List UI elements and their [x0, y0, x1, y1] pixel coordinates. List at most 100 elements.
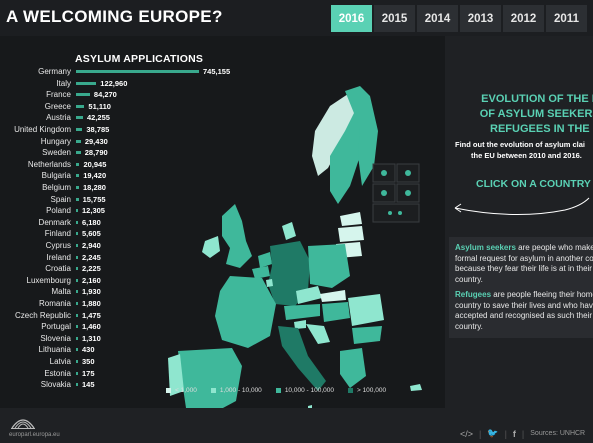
map-region-poland[interactable]: [308, 244, 350, 288]
map-region-hungary[interactable]: [322, 302, 350, 322]
bar-row[interactable]: Luxembourg 2,160: [0, 276, 445, 286]
bar-row[interactable]: United Kingdom 38,785: [0, 125, 445, 135]
european-parliament-logo: [11, 419, 35, 429]
bar: [76, 116, 83, 120]
bar-row[interactable]: Croatia 2,225: [0, 264, 445, 274]
tab-year-2016[interactable]: 2016: [331, 5, 372, 32]
bar-row[interactable]: Slovakia 145: [0, 380, 445, 390]
map-region-portugal[interactable]: [168, 354, 184, 396]
bar-value-label: 12,305: [82, 206, 105, 216]
bar-row[interactable]: Netherlands 20,945: [0, 160, 445, 170]
bar: [76, 313, 78, 317]
tab-year-2015[interactable]: 2015: [374, 5, 415, 32]
bar-country-label: Denmark: [38, 217, 71, 227]
map-region-estonia[interactable]: [340, 212, 362, 226]
bar-value-label: 2,940: [82, 241, 101, 250]
map-region-croatia[interactable]: [306, 324, 330, 344]
bar-country-label: Lithuania: [38, 345, 71, 355]
tab-year-2011[interactable]: 2011: [546, 5, 587, 32]
map-region-norway[interactable]: [312, 94, 358, 176]
map-region-italy[interactable]: [278, 326, 326, 391]
bar-row[interactable]: Hungary 29,430: [0, 137, 445, 147]
map-region-sweden[interactable]: [330, 111, 362, 204]
page-title: A WELCOMING EUROPE?: [6, 7, 223, 26]
map-region-slovenia[interactable]: [294, 320, 306, 329]
bar-row[interactable]: Ireland 2,245: [0, 253, 445, 263]
map-region-denmark[interactable]: [282, 222, 296, 240]
facebook-icon[interactable]: f: [512, 428, 516, 439]
bar: [76, 325, 78, 329]
bar-row[interactable]: Cyprus 2,940: [0, 241, 445, 251]
bar: [76, 128, 83, 131]
map-region-slovakia[interactable]: [320, 290, 346, 302]
map-region-ireland[interactable]: [202, 236, 220, 258]
tab-year-2013[interactable]: 2013: [460, 5, 501, 32]
bar-country-label: United Kingdom: [14, 125, 71, 134]
map-region-romania[interactable]: [348, 294, 384, 326]
legend-label: < 1,000: [175, 387, 197, 394]
header: A WELCOMING EUROPE? 2016 2015 2014 2013 …: [0, 0, 593, 36]
bar-row[interactable]: Germany 745,155: [0, 67, 445, 77]
bar-row[interactable]: Austria 42,255: [0, 113, 445, 123]
bar-value-label: 38,785: [86, 125, 110, 134]
bar: [76, 255, 78, 259]
map-region-bulgaria[interactable]: [352, 326, 382, 344]
year-tabs: 2016 2015 2014 2013 2012 2011: [331, 5, 589, 32]
bar-country-label: Czech Republic: [14, 310, 71, 320]
map-region-belgium[interactable]: [252, 266, 270, 279]
map-region-latvia[interactable]: [338, 226, 364, 242]
bar-row[interactable]: Bulgaria 19,420: [0, 171, 445, 181]
definitions-box: Asylum seekers are people who make forma…: [449, 237, 593, 338]
bar-country-label: Romania: [38, 299, 71, 308]
bar-row[interactable]: Denmark 6,180: [0, 218, 445, 228]
tab-year-2012[interactable]: 2012: [503, 5, 544, 32]
bar-row[interactable]: Latvia 350: [0, 357, 445, 367]
bar: [76, 348, 78, 352]
map-region-united-kingdom[interactable]: [222, 204, 252, 268]
bar-country-label: Belgium: [42, 183, 71, 192]
footer-url[interactable]: europarl.europa.eu: [9, 432, 60, 438]
bar-country-label: Poland: [46, 206, 71, 216]
map-region-greece[interactable]: [340, 348, 366, 388]
map-region-finland[interactable]: [345, 86, 378, 186]
bar-row[interactable]: Portugal 1,460: [0, 322, 445, 332]
bar-row[interactable]: Romania 1,880: [0, 299, 445, 309]
bar-country-label: Spain: [50, 194, 71, 204]
bar-row[interactable]: Italy 122,960: [0, 79, 445, 89]
twitter-icon[interactable]: 🐦: [487, 428, 499, 438]
tab-year-2014[interactable]: 2014: [417, 5, 458, 32]
europe-map[interactable]: [0, 36, 445, 443]
map-region-france[interactable]: [215, 276, 276, 348]
map-region-czech-republic[interactable]: [296, 286, 322, 304]
bar-row[interactable]: Czech Republic 1,475: [0, 311, 445, 321]
legend-item-1000-10000: 1,000 - 10,000: [210, 387, 262, 394]
bar-row[interactable]: Greece 51,110: [0, 102, 445, 112]
bar-row[interactable]: Sweden 28,790: [0, 148, 445, 158]
bar-row[interactable]: Malta 1,930: [0, 287, 445, 297]
map-region-luxembourg[interactable]: [266, 279, 273, 287]
bar-row[interactable]: Estonia 175: [0, 369, 445, 379]
bar-country-label: Bulgaria: [41, 171, 71, 181]
bar-value-label: 5,605: [82, 229, 101, 239]
bar-row[interactable]: Spain 15,755: [0, 195, 445, 205]
map-region-cyprus[interactable]: [410, 384, 422, 391]
bar-row[interactable]: Finland 5,605: [0, 229, 445, 239]
evolution-title-line: OF ASYLUM SEEKERS AN: [479, 108, 593, 120]
bar-row[interactable]: Slovenia 1,310: [0, 334, 445, 344]
map-region-austria[interactable]: [284, 304, 320, 320]
map-region-germany[interactable]: [268, 241, 310, 306]
bar: [76, 360, 78, 363]
legend-label: > 100,000: [356, 387, 387, 394]
bar-row[interactable]: Belgium 18,280: [0, 183, 445, 193]
map-region-netherlands[interactable]: [258, 252, 272, 268]
bar: [76, 371, 78, 375]
bar-row[interactable]: Poland 12,305: [0, 206, 445, 216]
bar-row[interactable]: France 84,270: [0, 90, 445, 100]
bar-country-label: France: [46, 90, 71, 100]
map-insets[interactable]: [372, 163, 420, 223]
bar-row[interactable]: Lithuania 430: [0, 345, 445, 355]
info-panel: EVOLUTION OF THE NUM OF ASYLUM SEEKERS A…: [445, 36, 593, 408]
bar-country-label: Germany: [38, 67, 71, 76]
map-region-spain[interactable]: [178, 348, 242, 416]
embed-code-icon[interactable]: </>: [460, 428, 474, 439]
